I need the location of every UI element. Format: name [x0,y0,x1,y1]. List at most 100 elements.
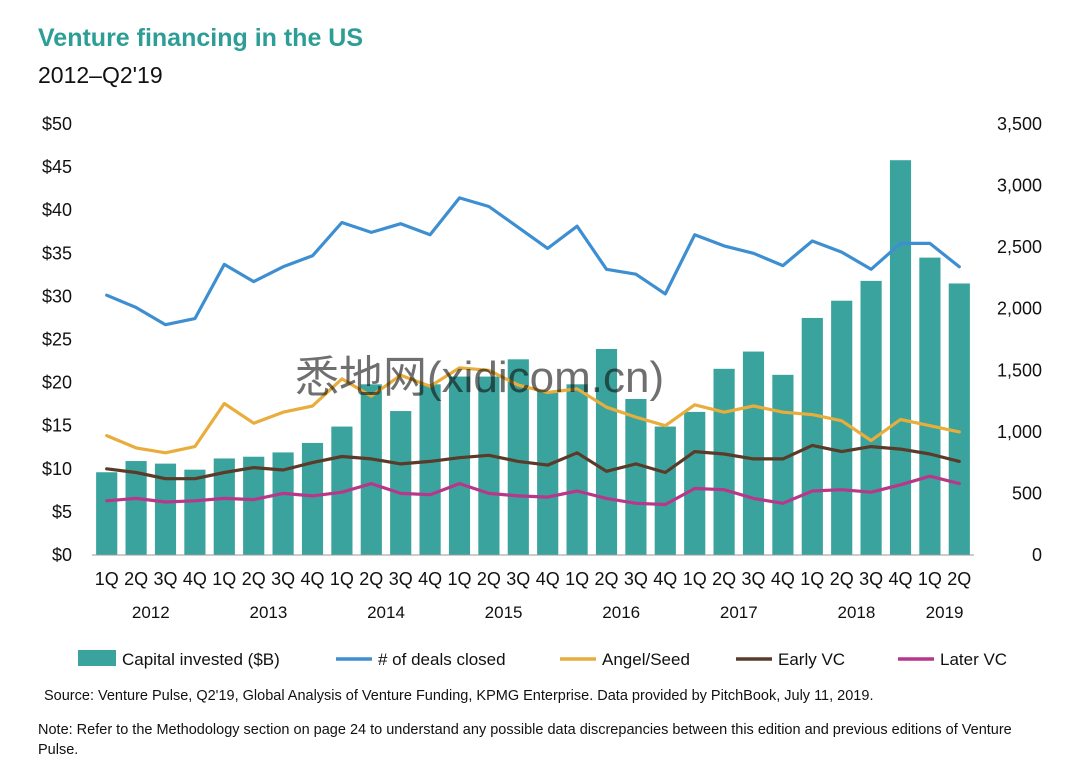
bar [360,384,382,555]
legend-label: Angel/Seed [602,650,690,669]
bar [537,391,559,555]
x-tick-label: 4Q [888,569,912,589]
bar [801,317,823,555]
x-tick-label: 3Q [389,569,413,589]
bar [184,469,206,555]
left-axis-tick-label: $50 [42,114,72,134]
left-axis-tick-label: $45 [42,157,72,177]
source-note: Source: Venture Pulse, Q2'19, Global Ana… [44,688,874,704]
year-label: 2019 [926,603,964,622]
x-tick-label: 2Q [242,569,266,589]
bar [772,374,794,555]
x-tick-label: 2Q [947,569,971,589]
year-label: 2012 [132,603,170,622]
x-tick-label: 3Q [859,569,883,589]
bar [243,456,265,555]
x-tick-label: 2Q [477,569,501,589]
year-label: 2014 [367,603,405,622]
x-tick-label: 3Q [506,569,530,589]
right-axis-tick-label: 3,500 [997,114,1042,134]
x-tick-label: 3Q [741,569,765,589]
left-axis-tick-label: $30 [42,286,72,306]
right-axis-tick-label: 0 [1032,545,1042,565]
x-tick-label: 1Q [212,569,236,589]
x-tick-label: 1Q [918,569,942,589]
left-axis-tick-label: $40 [42,200,72,220]
x-tick-label: 2Q [712,569,736,589]
year-label: 2013 [249,603,287,622]
x-tick-label: 1Q [800,569,824,589]
right-axis: 0 500 1,000 1,500 2,000 2,500 3,000 3,500 [997,114,1042,565]
series-line [105,196,961,327]
x-tick-label: 4Q [300,569,324,589]
year-label: 2017 [720,603,758,622]
line-series-group [105,196,961,507]
bar [213,458,235,555]
chart-subtitle: 2012–Q2'19 [38,62,163,88]
x-tick-label: 2Q [594,569,618,589]
year-label: 2018 [837,603,875,622]
x-tick-label: 1Q [683,569,707,589]
x-axis-quarter-labels: 1Q 2Q 3Q 4Q 1Q 2Q 3Q 4Q 1Q 2Q 3Q 4Q 1Q 2Q 3Q 4Q 1Q 2Q 3Q 4Q… [95,569,972,589]
bar [272,452,294,555]
bar [507,359,529,555]
bar [919,257,941,555]
x-tick-label: 4Q [536,569,560,589]
year-label: 2016 [602,603,640,622]
x-tick-label: 2Q [124,569,148,589]
bar [419,384,441,555]
right-axis-tick-label: 3,000 [997,176,1042,196]
left-axis-tick-label: $15 [42,416,72,436]
right-axis-tick-label: 500 [1012,483,1042,503]
left-axis-tick-label: $10 [42,459,72,479]
bar [154,463,177,555]
bar [478,376,500,555]
legend: Capital invested ($B) # of deals closed An… [78,650,1007,669]
bar [831,300,853,555]
venture-chart: $0 $5 $10 $15 $20 $25 $30 $35 $40 $45 $50 0 500 1,00… [42,114,1042,669]
right-axis-tick-label: 2,000 [997,299,1042,319]
x-tick-label: 4Q [771,569,795,589]
right-axis-tick-label: 2,500 [997,237,1042,257]
series-line [105,474,961,507]
left-axis-tick-label: $25 [42,330,72,350]
series-line [105,366,961,455]
x-tick-label: 1Q [565,569,589,589]
right-axis-tick-label: 1,500 [997,360,1042,380]
legend-label: Early VC [778,650,845,669]
left-axis-tick-label: $0 [52,545,72,565]
x-tick-label: 4Q [418,569,442,589]
legend-label: Later VC [940,650,1007,669]
bar [713,368,735,555]
legend-label: # of deals closed [378,650,506,669]
bar [860,280,882,555]
bar [684,411,706,555]
x-tick-label: 2Q [830,569,854,589]
bar [742,351,765,555]
bar [125,461,147,555]
watermark: 悉地网(xidicom.cn) [295,353,664,402]
chart-title: Venture financing in the US [38,24,364,52]
year-label: 2015 [485,603,523,622]
bar [301,442,324,555]
bar [566,384,588,555]
x-tick-label: 4Q [183,569,207,589]
left-axis: $0 $5 $10 $15 $20 $25 $30 $35 $40 $45 $50 [42,114,72,565]
x-tick-label: 1Q [330,569,354,589]
left-axis-tick-label: $5 [52,502,72,522]
bar [448,376,471,555]
left-axis-tick-label: $20 [42,373,72,393]
x-axis-year-labels: 2012 2013 2014 2015 2016 2017 2018 2019 [132,603,964,622]
bar [654,426,676,555]
methodology-note: Note: Refer to the Methodology section o… [38,722,1012,758]
bar [948,283,970,555]
legend-swatch [78,650,116,666]
left-axis-tick-label: $35 [42,243,72,263]
bar [625,398,647,555]
bar [595,348,618,555]
x-tick-label: 2Q [359,569,383,589]
legend-label: Capital invested ($B) [122,650,280,669]
bar [889,160,912,556]
right-axis-tick-label: 1,000 [997,422,1042,442]
series-line [105,443,961,481]
